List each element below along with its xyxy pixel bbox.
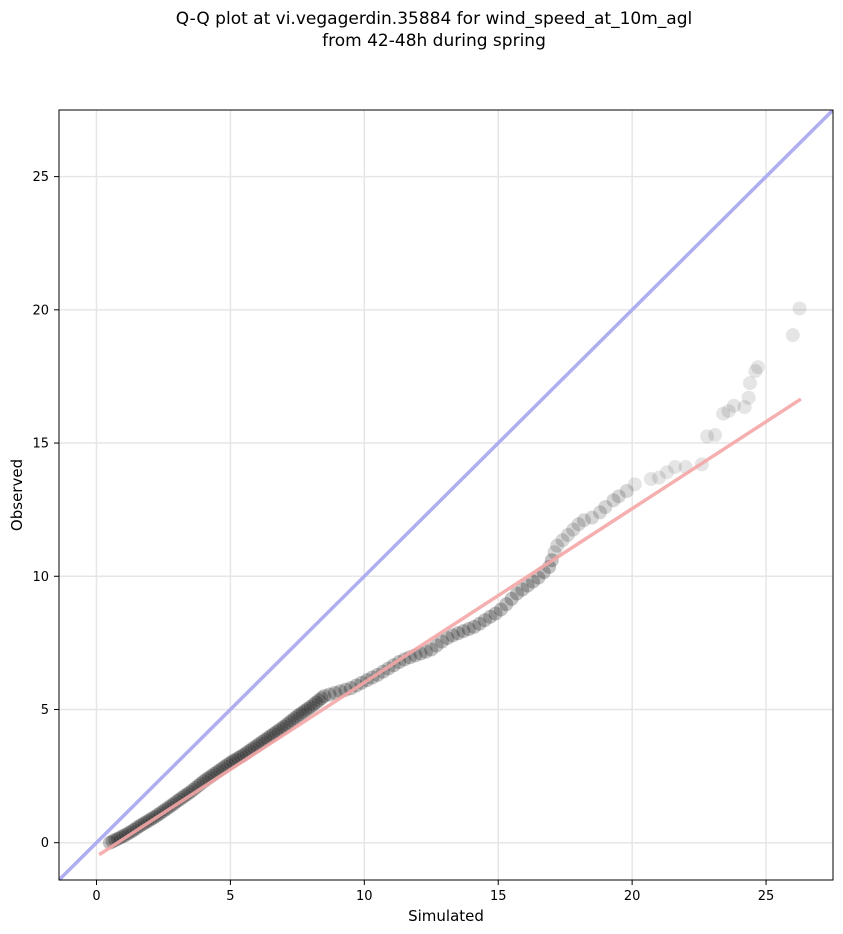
data-point <box>424 642 439 657</box>
data-point <box>477 613 492 628</box>
data-point <box>290 709 305 724</box>
data-point <box>293 707 308 722</box>
data-point <box>531 570 546 585</box>
fit-line <box>98 397 802 857</box>
data-point <box>748 364 763 379</box>
data-point <box>555 533 570 548</box>
data-point <box>472 616 487 631</box>
data-point <box>418 644 433 659</box>
data-point <box>592 505 607 520</box>
data-point <box>493 602 508 617</box>
data-point <box>737 400 752 415</box>
y-tick-label: 15 <box>32 437 49 452</box>
data-point <box>708 428 723 443</box>
data-point <box>285 713 300 728</box>
data-point <box>456 624 471 639</box>
data-point <box>598 499 613 514</box>
data-point <box>183 785 198 800</box>
data-point <box>429 638 444 653</box>
data-point <box>180 786 195 801</box>
data-point <box>576 513 591 528</box>
data-point <box>467 619 482 634</box>
data-point <box>619 484 634 499</box>
y-tick-label: 25 <box>32 170 49 185</box>
data-point <box>483 609 498 624</box>
y-axis-label: Observed <box>8 459 26 531</box>
data-point <box>751 360 766 375</box>
data-point <box>306 697 321 712</box>
data-point <box>434 634 449 649</box>
data-point <box>282 715 297 730</box>
data-point <box>440 631 455 646</box>
x-tick-label: 25 <box>758 889 775 904</box>
data-point <box>716 406 731 421</box>
data-point <box>627 477 642 492</box>
data-point <box>584 510 599 525</box>
grid <box>59 110 833 880</box>
data-point <box>700 429 715 444</box>
data-point <box>785 328 800 343</box>
chart-title-line-2: from 42-48h during spring <box>322 31 546 51</box>
x-tick-label: 15 <box>490 889 507 904</box>
data-point <box>643 472 658 487</box>
data-point <box>295 705 310 720</box>
x-tick-label: 10 <box>356 889 373 904</box>
data-point <box>298 703 313 718</box>
data-point <box>504 591 519 606</box>
data-point <box>499 597 514 612</box>
data-point <box>276 719 291 734</box>
data-point <box>520 578 535 593</box>
data-point <box>311 693 326 708</box>
data-point <box>461 622 476 637</box>
axis-ticks: 0 5 10 15 20 25 0 5 10 15 20 25 <box>32 170 774 904</box>
y-tick-label: 10 <box>32 570 49 585</box>
x-tick-label: 5 <box>226 889 234 904</box>
data-point <box>322 687 337 702</box>
data-point <box>667 460 682 475</box>
data-point <box>550 538 565 553</box>
data-point <box>113 830 128 845</box>
data-point <box>279 717 294 732</box>
data-point <box>606 493 621 508</box>
data-point <box>560 527 575 542</box>
identity-line <box>59 110 833 880</box>
chart-title: Q-Q plot at vi.vegagerdin.35884 for wind… <box>0 8 843 52</box>
data-point <box>726 398 741 413</box>
data-point <box>571 517 586 532</box>
data-point <box>526 574 541 589</box>
data-point <box>509 586 524 601</box>
data-point <box>445 628 460 643</box>
data-point <box>317 689 332 704</box>
data-point <box>303 699 318 714</box>
data-point <box>721 404 736 419</box>
data-point <box>611 489 626 504</box>
data-point <box>566 522 581 537</box>
x-tick-label: 20 <box>624 889 641 904</box>
data-point <box>515 582 530 597</box>
data-point <box>659 465 674 480</box>
plot-frame <box>58 109 834 881</box>
x-tick-label: 0 <box>92 889 100 904</box>
y-tick-label: 5 <box>41 703 49 718</box>
data-point <box>741 390 756 405</box>
data-point <box>287 711 302 726</box>
chart-title-line-1: Q-Q plot at vi.vegagerdin.35884 for wind… <box>175 9 693 29</box>
data-point <box>742 376 757 391</box>
y-tick-label: 20 <box>32 303 49 318</box>
data-point <box>792 301 807 316</box>
x-axis-label: Simulated <box>408 907 484 925</box>
data-point <box>314 691 329 706</box>
data-point <box>451 626 466 641</box>
data-point <box>327 685 342 700</box>
data-point <box>488 606 503 621</box>
y-tick-label: 0 <box>41 836 49 851</box>
data-point <box>301 701 316 716</box>
data-point <box>309 695 324 710</box>
data-point <box>651 470 666 485</box>
